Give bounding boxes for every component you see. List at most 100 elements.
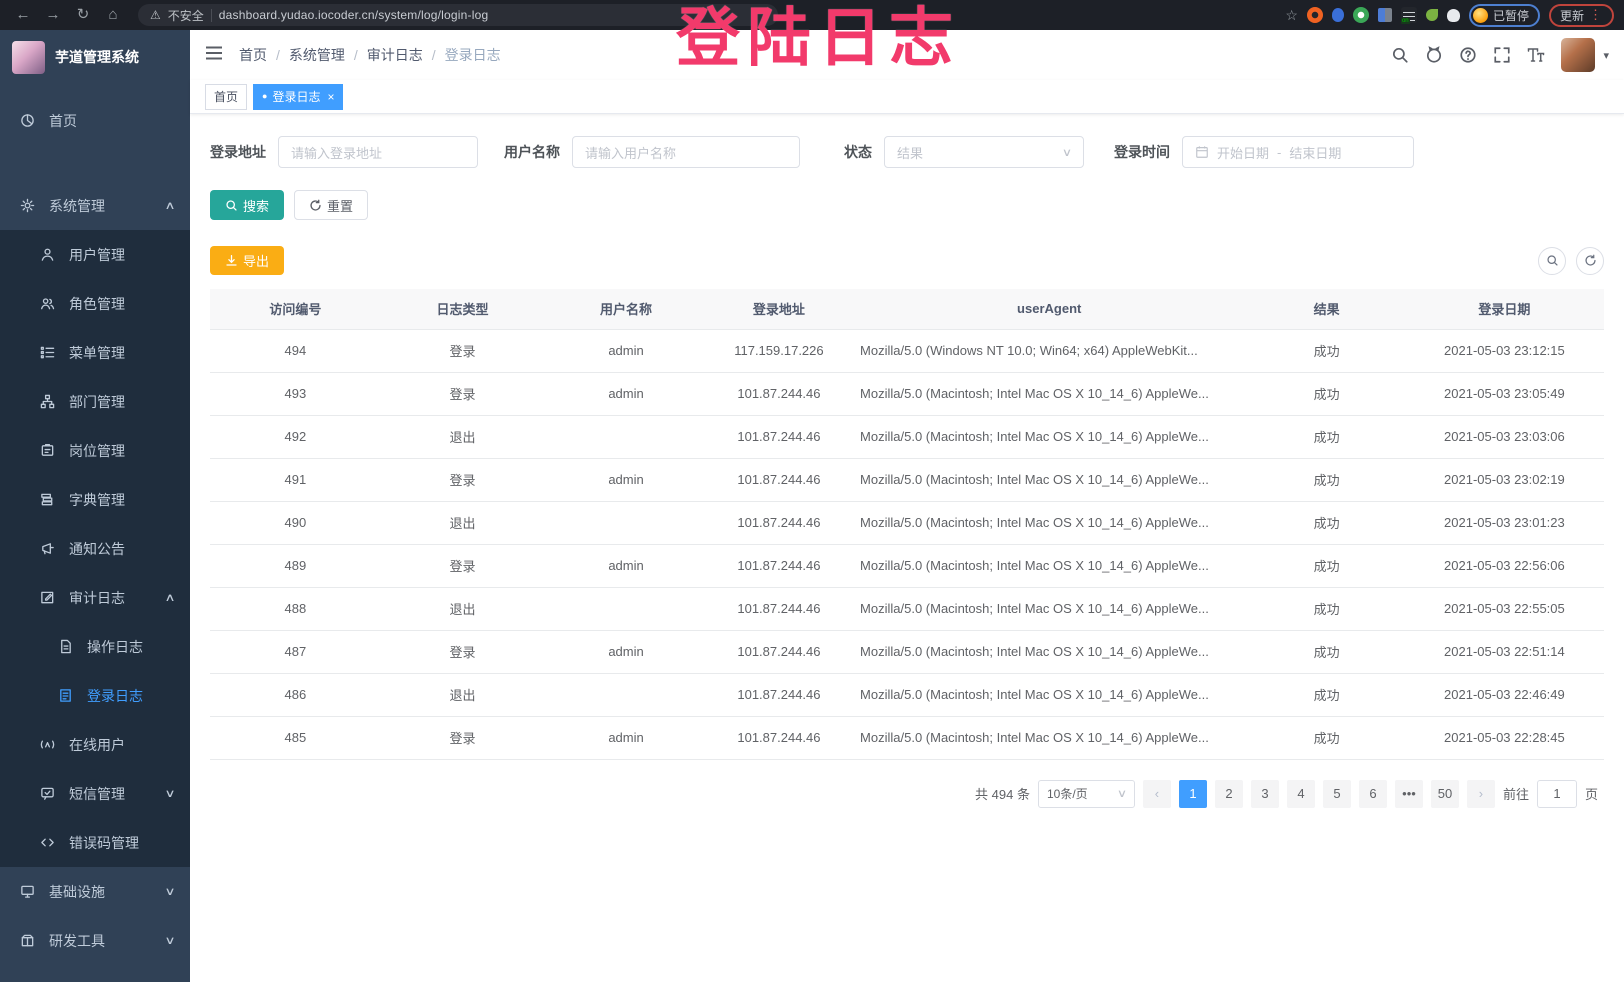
close-icon[interactable]: × [327, 89, 335, 104]
sidebar-item-login-log[interactable]: 登录日志 [0, 671, 190, 720]
sidebar-item-dict-management[interactable]: 字典管理 [0, 475, 190, 524]
sidebar-item-error-code[interactable]: 错误码管理 [0, 818, 190, 867]
username-input[interactable]: 请输入用户名称 [572, 136, 800, 168]
page-button-4[interactable]: 4 [1286, 779, 1315, 808]
table-row[interactable]: 487 登录 admin 101.87.244.46 Mozilla/5.0 (Maci… [210, 630, 1604, 674]
prev-page-button[interactable]: ‹ [1142, 779, 1171, 808]
user-avatar[interactable] [1561, 38, 1596, 72]
table-row[interactable]: 494 登录 admin 117.159.17.226 Mozilla/5.0 (Win… [210, 328, 1604, 373]
export-button-label: 导出 [243, 254, 270, 269]
sidebar-item-role-management[interactable]: 角色管理 [0, 279, 190, 328]
cell-result: 成功 [1248, 587, 1405, 631]
extension-paw-icon[interactable] [1446, 8, 1460, 22]
page-button-3[interactable]: 3 [1250, 779, 1279, 808]
cell-id: 493 [210, 372, 381, 416]
update-button[interactable]: 更新 ⋮ [1548, 3, 1614, 27]
back-icon[interactable]: ← [15, 6, 31, 23]
page-button-5[interactable]: 5 [1322, 779, 1351, 808]
table-row[interactable]: 491 登录 admin 101.87.244.46 Mozilla/5.0 (Maci… [210, 458, 1604, 502]
browser-menu-icon[interactable]: ⋮ [1589, 7, 1603, 22]
reload-icon[interactable]: ↻ [76, 6, 90, 23]
tab-home[interactable]: 首页 [205, 83, 248, 110]
page-button-6[interactable]: 6 [1358, 779, 1387, 808]
sidebar-item-notice[interactable]: 通知公告 [0, 524, 190, 573]
forward-icon[interactable]: → [45, 6, 61, 23]
more-pages-button[interactable]: ••• [1394, 779, 1423, 808]
export-button[interactable]: 导出 [210, 246, 285, 275]
extension-list-icon[interactable]: on [1400, 7, 1417, 24]
help-icon[interactable] [1459, 46, 1477, 64]
cell-id: 494 [210, 328, 381, 373]
sidebar-item-dev-tools[interactable]: 研发工具 ∨ [0, 916, 190, 965]
sidebar-item-online-users[interactable]: 在线用户 [0, 720, 190, 769]
table-row[interactable]: 486 退出 101.87.244.46 Mozilla/5.0 (Macintosh… [210, 673, 1604, 717]
table-row[interactable]: 492 退出 101.87.244.46 Mozilla/5.0 (Macintosh… [210, 415, 1604, 459]
cell-ip: 101.87.244.46 [707, 630, 851, 674]
toggle-search-button[interactable] [1538, 246, 1566, 275]
goto-page-input[interactable]: 1 [1536, 779, 1577, 808]
sidebar-item-user-management[interactable]: 用户管理 [0, 230, 190, 279]
sidebar-item-audit-log[interactable]: 审计日志 ∧ [0, 573, 190, 622]
profile-paused-pill[interactable]: 已暂停 [1468, 3, 1540, 27]
sidebar-item-label: 在线用户 [69, 736, 125, 753]
extension-orange-icon[interactable] [1306, 7, 1323, 23]
table-row[interactable]: 489 登录 admin 101.87.244.46 Mozilla/5.0 (Maci… [210, 544, 1604, 588]
github-icon[interactable] [1425, 46, 1443, 64]
address-bar[interactable]: ⚠ 不安全 dashboard.yudao.iocoder.cn/system/… [138, 4, 778, 26]
dashboard-icon [21, 114, 34, 127]
address-input[interactable]: 请输入登录地址 [278, 136, 478, 168]
online-users-icon [40, 740, 55, 749]
extension-blue-drop-icon[interactable] [1331, 8, 1344, 22]
table-row[interactable]: 493 登录 admin 101.87.244.46 Mozilla/5.0 (Maci… [210, 372, 1604, 416]
sidebar-item-label: 短信管理 [69, 785, 125, 802]
sidebar-item-post-management[interactable]: 岗位管理 [0, 426, 190, 475]
sidebar-item-sms-management[interactable]: 短信管理 ∨ [0, 769, 190, 818]
table-row[interactable]: 485 登录 admin 101.87.244.46 Mozilla/5.0 (Maci… [210, 716, 1604, 760]
bookmark-star-icon[interactable]: ☆ [1285, 6, 1298, 23]
sidebar: 芋道管理系统 首页 系统管理 ∧ 用户管理 角色管理 [0, 30, 190, 982]
status-select[interactable]: 结果 ∨ [884, 136, 1084, 168]
table-row[interactable]: 490 退出 101.87.244.46 Mozilla/5.0 (Macintosh… [210, 501, 1604, 545]
page-button-1[interactable]: 1 [1178, 779, 1207, 808]
page-button-2[interactable]: 2 [1214, 779, 1243, 808]
table-row[interactable]: 488 退出 101.87.244.46 Mozilla/5.0 (Macintosh… [210, 587, 1604, 631]
status-label: 状态 [844, 144, 872, 160]
breadcrumb-item[interactable]: 审计日志 [366, 47, 423, 63]
cell-id: 491 [210, 458, 381, 502]
sidebar-item-infrastructure[interactable]: 基础设施 ∨ [0, 867, 190, 916]
id-badge-icon [41, 444, 54, 456]
hamburger-icon[interactable] [205, 45, 223, 66]
code-icon [41, 838, 54, 847]
cell-result: 成功 [1248, 673, 1405, 717]
breadcrumb-item[interactable]: 首页 [239, 47, 267, 63]
app-title: 芋道管理系统 [55, 49, 139, 65]
sidebar-item-home[interactable]: 首页 [0, 96, 190, 145]
total-count: 共 494 条 [975, 787, 1030, 802]
reset-button[interactable]: 重置 [294, 190, 369, 220]
page-size-select[interactable]: 10条/页 ∨ [1037, 779, 1135, 808]
cell-id: 487 [210, 630, 381, 674]
extension-green-icon[interactable] [1352, 7, 1369, 23]
tab-login-log[interactable]: ● 登录日志 × [253, 83, 344, 110]
refresh-table-button[interactable] [1576, 246, 1604, 275]
sidebar-item-operation-log[interactable]: 操作日志 [0, 622, 190, 671]
sidebar-item-dept-management[interactable]: 部门管理 [0, 377, 190, 426]
sidebar-logo-row[interactable]: 芋道管理系统 [0, 30, 190, 84]
breadcrumb-item[interactable]: 系统管理 [288, 47, 345, 63]
home-icon[interactable]: ⌂ [108, 6, 118, 23]
fullscreen-icon[interactable] [1493, 46, 1511, 64]
date-range-picker[interactable]: 开始日期 - 结束日期 [1182, 136, 1414, 168]
sidebar-item-system-management[interactable]: 系统管理 ∧ [0, 181, 190, 230]
sidebar-item-label: 字典管理 [69, 491, 125, 508]
search-button[interactable]: 搜索 [210, 190, 285, 220]
next-page-button[interactable]: › [1466, 779, 1495, 808]
page-button-50[interactable]: 50 [1430, 779, 1459, 808]
sidebar-item-label: 审计日志 [69, 589, 125, 606]
extension-leaf-icon[interactable] [1425, 9, 1438, 21]
sidebar-item-menu-management[interactable]: 菜单管理 [0, 328, 190, 377]
font-size-icon[interactable] [1527, 46, 1545, 64]
cell-result: 成功 [1248, 501, 1405, 545]
header-search-icon[interactable] [1391, 46, 1409, 64]
avatar-caret-down-icon[interactable]: ▾ [1603, 49, 1609, 62]
extension-grid-icon[interactable] [1377, 8, 1392, 22]
